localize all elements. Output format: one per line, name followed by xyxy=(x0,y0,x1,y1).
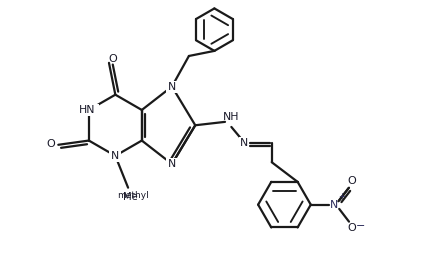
FancyBboxPatch shape xyxy=(78,104,100,116)
FancyBboxPatch shape xyxy=(239,137,249,149)
FancyBboxPatch shape xyxy=(166,158,178,170)
FancyBboxPatch shape xyxy=(166,81,178,92)
Text: N: N xyxy=(168,159,176,169)
Text: N: N xyxy=(168,81,176,92)
Text: NH: NH xyxy=(223,112,239,122)
Text: HN: HN xyxy=(78,105,95,115)
Text: N: N xyxy=(330,200,338,210)
Text: O: O xyxy=(348,223,356,233)
Text: +: + xyxy=(338,192,345,201)
Text: Me: Me xyxy=(123,192,138,202)
Text: methyl: methyl xyxy=(117,191,149,200)
FancyBboxPatch shape xyxy=(109,150,121,162)
Text: O: O xyxy=(348,176,356,186)
Text: N: N xyxy=(111,151,119,161)
Text: O: O xyxy=(46,139,55,149)
Text: N: N xyxy=(240,138,248,148)
Text: O: O xyxy=(109,54,118,63)
Text: −: − xyxy=(356,221,365,231)
